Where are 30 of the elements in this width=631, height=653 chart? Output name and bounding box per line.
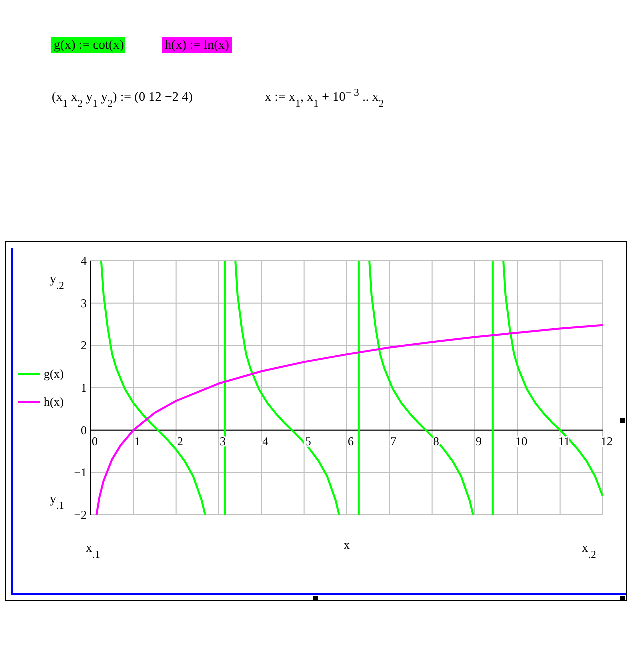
x-tick-label: 1	[134, 434, 141, 448]
text: (x$_{1}$ x$_{2}$ y$_{1}$ y$_{2}$) := (0 12 −2 4)	[52, 89, 193, 110]
text: g(x) := cot(x)	[54, 37, 124, 52]
x-tick-label: 7	[390, 434, 397, 448]
x-tick-label: 11	[558, 434, 570, 448]
line-series	[96, 324, 603, 516]
x-tick-label: 6	[348, 434, 354, 448]
text: x := x$_{1}$, x$_{1}$ + 10$^{− 3}$ .. x$_{2}$	[265, 88, 384, 110]
text: y$_{.2}$	[50, 271, 64, 292]
legend-label: h(x)	[44, 395, 64, 409]
x-axis-title: x	[344, 538, 350, 552]
x-tick-label: 4	[262, 434, 269, 448]
text: x$_{.2}$	[582, 540, 596, 560]
y-tick-label: 1	[81, 381, 87, 395]
text: h(x) := ln(x)	[165, 37, 230, 52]
y-tick-label: 4	[81, 254, 87, 268]
y-tick-label: 3	[81, 296, 87, 310]
text: y$_{.1}$	[50, 491, 64, 512]
text: x$_{.1}$	[86, 540, 100, 560]
y-tick-label: −1	[74, 466, 87, 480]
x-tick-label: 10	[516, 434, 528, 448]
y-tick-label: 0	[81, 423, 87, 438]
x-tick-label: 9	[476, 434, 482, 448]
y-tick-label: 2	[81, 338, 87, 353]
x-tick-label: 12	[601, 434, 613, 448]
x-tick-label: 5	[305, 434, 312, 448]
x-tick-label: 2	[177, 434, 184, 448]
y-tick-label: −2	[74, 508, 87, 522]
legend-label: g(x)	[44, 367, 64, 381]
x-tick-label: 0	[92, 434, 98, 448]
